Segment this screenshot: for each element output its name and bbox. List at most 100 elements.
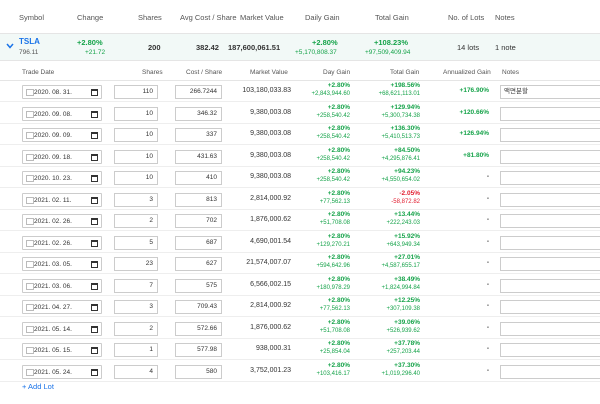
lot-day-gain-pct: +2.80% <box>327 125 350 132</box>
lot-shares-input[interactable]: 10 <box>114 128 158 142</box>
lot-total-gain-pct: +84.50% <box>394 146 420 154</box>
lot-cost-input[interactable]: 709.43 <box>175 300 222 314</box>
lot-shares-input[interactable]: 1 <box>114 343 158 357</box>
lot-shares-input[interactable]: 110 <box>114 85 158 99</box>
col-change[interactable]: Change <box>77 13 104 22</box>
lot-shares-input[interactable]: 3 <box>114 192 158 207</box>
date-picker-icon[interactable] <box>91 282 98 290</box>
lot-cost-input[interactable]: 266.7244 <box>175 85 222 99</box>
lot-cost-input[interactable]: 687 <box>175 235 222 250</box>
lot-cost-input[interactable]: 813 <box>175 192 222 207</box>
date-picker-icon[interactable] <box>91 132 98 139</box>
trade-date-input[interactable]: 2020. 08. 31. <box>22 85 102 99</box>
date-picker-icon[interactable] <box>91 153 98 161</box>
col-shares[interactable]: Shares <box>138 13 162 22</box>
lot-shares-input[interactable]: 2 <box>114 214 158 228</box>
lot-day-gain-abs: +51,708.08 <box>319 327 350 334</box>
trade-date-input[interactable]: 2020. 10. 23. <box>22 171 102 185</box>
trade-date-input[interactable]: 2021. 02. 26. <box>22 235 102 250</box>
lot-note-input[interactable]: 액면분할 <box>500 85 600 99</box>
lot-note-input[interactable] <box>500 128 600 142</box>
date-picker-icon[interactable] <box>91 347 98 354</box>
lot-cost-input[interactable]: 572.66 <box>175 321 222 336</box>
lot-note-input[interactable] <box>500 300 600 314</box>
lot-note-input[interactable] <box>500 278 600 293</box>
lot-cost-input[interactable]: 575 <box>175 278 222 293</box>
calendar-icon <box>26 110 34 118</box>
lot-note-input[interactable] <box>500 343 600 357</box>
lot-cost-input[interactable]: 627 <box>175 257 222 271</box>
lot-shares-input[interactable]: 4 <box>114 364 158 379</box>
date-picker-icon[interactable] <box>91 325 98 333</box>
change-abs: +21.72 <box>85 49 106 56</box>
lot-note-input[interactable] <box>500 321 600 336</box>
lot-cost-input[interactable]: 410 <box>175 171 222 185</box>
date-picker-icon[interactable] <box>91 368 98 376</box>
lot-cost-input[interactable]: 580 <box>175 364 222 379</box>
col-notes[interactable]: Notes <box>495 13 515 22</box>
add-lot-button[interactable]: + Add Lot <box>22 382 54 391</box>
date-picker-icon[interactable] <box>91 239 98 247</box>
lot-shares-input[interactable]: 23 <box>114 257 158 271</box>
trade-date-input[interactable]: 2021. 02. 26. <box>22 214 102 228</box>
lot-cost-input[interactable]: 337 <box>175 128 222 142</box>
trade-date-input[interactable]: 2021. 03. 05. <box>22 257 102 271</box>
lot-cost-input[interactable]: 431.63 <box>175 149 222 164</box>
lot-cost-input[interactable]: 577.98 <box>175 343 222 357</box>
lot-shares-input[interactable]: 3 <box>114 300 158 314</box>
col-daily-gain[interactable]: Daily Gain <box>305 13 340 22</box>
trade-date-input[interactable]: 2020. 09. 08. <box>22 106 102 121</box>
lot-total-gain-pct: +37.78% <box>394 340 420 347</box>
trade-date-value: 2021. 05. 15. <box>34 347 72 354</box>
lot-shares-input[interactable]: 2 <box>114 321 158 336</box>
lots-col-shares: Shares <box>142 69 163 76</box>
trade-date-input[interactable]: 2021. 05. 24. <box>22 364 102 379</box>
date-picker-icon[interactable] <box>91 110 98 118</box>
trade-date-input[interactable]: 2021. 04. 27. <box>22 300 102 314</box>
trade-date-input[interactable]: 2020. 09. 09. <box>22 128 102 142</box>
lot-annualized-gain: - <box>486 216 489 223</box>
trade-date-input[interactable]: 2020. 09. 18. <box>22 149 102 164</box>
calendar-icon <box>26 153 34 161</box>
lot-total-gain-abs: +222,243.03 <box>386 220 420 226</box>
lot-note-input[interactable] <box>500 235 600 250</box>
trade-date-input[interactable]: 2021. 02. 11. <box>22 192 102 207</box>
col-num-lots[interactable]: No. of Lots <box>448 13 485 22</box>
lot-total-gain-pct: +136.30% <box>390 125 420 132</box>
lot-day-gain-pct: +2.80% <box>327 232 350 240</box>
lot-shares-input[interactable]: 10 <box>114 171 158 185</box>
lot-note-input[interactable] <box>500 364 600 379</box>
lot-note-input[interactable] <box>500 149 600 164</box>
lot-day-gain-abs: +51,708.08 <box>319 220 350 226</box>
date-picker-icon[interactable] <box>91 218 98 225</box>
chevron-down-icon[interactable] <box>5 41 15 51</box>
trade-date-value: 2021. 05. 14. <box>34 325 72 333</box>
lot-cost-input[interactable]: 702 <box>175 214 222 228</box>
lot-shares-input[interactable]: 7 <box>114 278 158 293</box>
lot-shares-input[interactable]: 10 <box>114 106 158 121</box>
date-picker-icon[interactable] <box>91 89 98 96</box>
date-picker-icon[interactable] <box>91 304 98 311</box>
lot-note-input[interactable] <box>500 192 600 207</box>
lot-cost-input[interactable]: 346.32 <box>175 106 222 121</box>
trade-date-input[interactable]: 2021. 05. 15. <box>22 343 102 357</box>
lot-note-input[interactable] <box>500 214 600 228</box>
lots-col-notes: Notes <box>502 69 519 76</box>
trade-date-input[interactable]: 2021. 05. 14. <box>22 321 102 336</box>
col-market-value[interactable]: Market Value <box>240 13 284 22</box>
date-picker-icon[interactable] <box>91 261 98 268</box>
lot-total-gain-abs: +4,587,655.17 <box>381 263 420 269</box>
lot-shares-input[interactable]: 5 <box>114 235 158 250</box>
lot-note-input[interactable] <box>500 257 600 271</box>
trade-date-input[interactable]: 2021. 03. 06. <box>22 278 102 293</box>
col-total-gain[interactable]: Total Gain <box>375 13 409 22</box>
col-symbol[interactable]: Symbol <box>19 13 45 22</box>
lot-note-input[interactable] <box>500 171 600 185</box>
date-picker-icon[interactable] <box>91 196 98 204</box>
lot-note-input[interactable] <box>500 106 600 121</box>
lot-shares-input[interactable]: 10 <box>114 149 158 164</box>
holding-summary-row[interactable]: TSLA 796.11 +2.80% +21.72 200 382.42 187… <box>0 34 600 61</box>
symbol-link[interactable]: TSLA <box>19 37 40 46</box>
date-picker-icon[interactable] <box>91 175 98 182</box>
col-avg-cost[interactable]: Avg Cost / Share <box>180 13 237 22</box>
